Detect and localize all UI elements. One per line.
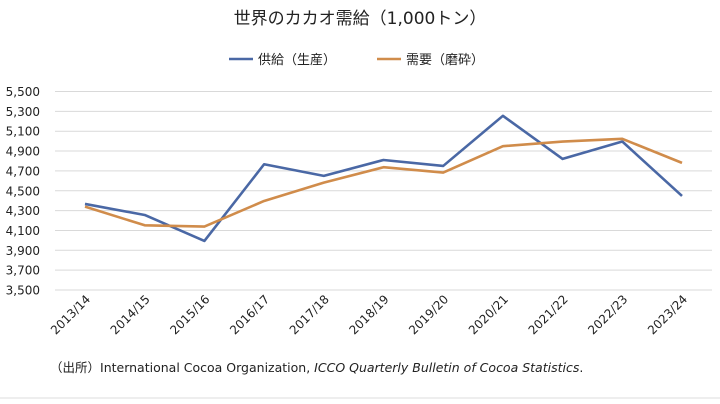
gridlines [55,91,712,291]
y-tick-label: 5,300 [6,105,40,119]
y-tick-label: 4,500 [6,184,40,198]
y-tick-label: 4,900 [6,145,40,159]
y-tick-label: 3,500 [6,284,40,298]
x-tick-label: 2021/22 [526,292,571,337]
source-suffix: . [579,360,584,375]
source-note: （出所）International Cocoa Organization, IC… [50,357,583,376]
y-tick-label: 3,700 [6,264,40,278]
y-tick-label: 5,100 [6,125,40,139]
legend-label-supply: 供給（生産） [258,52,336,68]
x-tick-label: 2022/23 [585,292,630,337]
x-tick-label: 2017/18 [287,292,332,337]
source-prefix: （出所） [50,360,101,375]
legend-label-demand: 需要（磨砕） [406,53,484,68]
source-publication: ICCO Quarterly Bulletin of Cocoa Statist… [314,360,580,375]
x-tick-label: 2018/19 [346,292,391,337]
x-tick-label: 2020/21 [466,292,511,337]
series-lines [84,114,683,243]
y-tick-label: 4,300 [6,204,40,218]
y-tick-label: 5,500 [6,85,40,99]
x-tick-label: 2013/14 [48,292,93,337]
chart-title: 世界のカカオ需給（1,000トン） [234,9,487,29]
legend: 供給（生産） 需要（磨砕） [229,52,484,68]
x-tick-label: 2023/24 [645,292,690,337]
series-line-demand [84,137,683,228]
series-line-supply [84,114,683,243]
y-tick-label: 3,900 [6,244,40,258]
x-tick-label: 2016/17 [227,292,272,337]
y-tick-label: 4,700 [6,164,40,178]
x-tick-label: 2015/16 [167,292,212,337]
y-axis: 3,500 3,700 3,900 4,100 4,300 4,500 4,700 4,900… [6,85,40,298]
x-tick-label: 2014/15 [108,292,153,337]
source-org: International Cocoa Organization, [100,360,315,375]
x-axis: 2013/14 2014/15 2015/16 2016/17 2017/18 2018/… [48,292,690,337]
y-tick-label: 4,100 [6,224,40,238]
x-tick-label: 2019/20 [406,292,451,337]
